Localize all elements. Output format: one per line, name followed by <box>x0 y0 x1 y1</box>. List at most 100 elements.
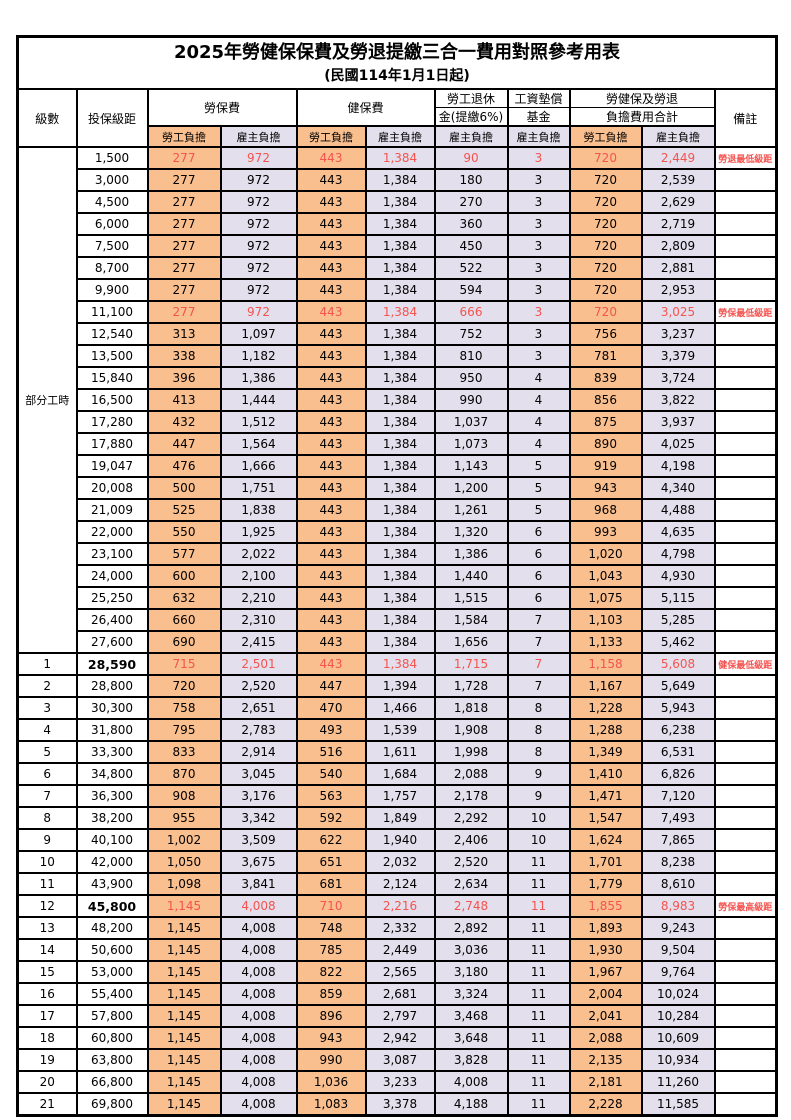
value-cell: 6,531 <box>640 740 716 764</box>
level-cell: 1 <box>16 652 78 676</box>
value-cell: 5 <box>506 498 571 522</box>
note-cell <box>713 410 778 434</box>
value-cell: 1,133 <box>568 630 643 654</box>
note-cell <box>713 960 778 984</box>
bracket-cell: 33,300 <box>75 740 149 764</box>
value-cell: 6,826 <box>640 762 716 786</box>
subheader-labor-employee: 勞工負擔 <box>146 125 222 148</box>
value-cell: 1,384 <box>364 520 436 544</box>
table-row: 27,600 690 2,415 443 1,384 1,656 7 1,133 5,462 <box>18 630 778 654</box>
value-cell: 11 <box>506 1092 571 1117</box>
bracket-cell: 23,100 <box>75 542 149 566</box>
value-cell: 9 <box>506 784 571 808</box>
value-cell: 875 <box>568 410 643 434</box>
note-cell <box>713 190 778 214</box>
value-cell: 9,243 <box>640 916 716 940</box>
table-row: 22,000 550 1,925 443 1,384 1,320 6 993 4,635 <box>18 520 778 544</box>
value-cell: 592 <box>295 806 367 830</box>
note-cell <box>713 278 778 302</box>
table-body: 部分工時 1,500 277 972 443 1,384 90 3 720 2,449 勞退最低級距… <box>16 146 778 1117</box>
value-cell: 1,471 <box>568 784 643 808</box>
value-cell: 720 <box>568 212 643 236</box>
value-cell: 6,238 <box>640 718 716 742</box>
value-cell: 1,384 <box>364 652 436 676</box>
value-cell: 1,145 <box>146 982 222 1006</box>
bracket-cell: 60,800 <box>75 1026 149 1050</box>
value-cell: 313 <box>146 322 222 346</box>
value-cell: 594 <box>433 278 509 302</box>
value-cell: 896 <box>295 1004 367 1028</box>
value-cell: 859 <box>295 982 367 1006</box>
bracket-cell: 57,800 <box>75 1004 149 1028</box>
value-cell: 8,610 <box>640 872 716 896</box>
value-cell: 10,934 <box>640 1048 716 1072</box>
value-cell: 856 <box>568 388 643 412</box>
bracket-cell: 8,700 <box>75 256 149 280</box>
bracket-cell: 26,400 <box>75 608 149 632</box>
value-cell: 1,158 <box>568 652 643 676</box>
value-cell: 666 <box>433 300 509 324</box>
table-row: 17,880 447 1,564 443 1,384 1,073 4 890 4,025 <box>18 432 778 456</box>
value-cell: 3,822 <box>640 388 716 412</box>
value-cell: 443 <box>295 300 367 324</box>
value-cell: 972 <box>219 146 298 170</box>
value-cell: 1,908 <box>433 718 509 742</box>
value-cell: 4,008 <box>219 982 298 1006</box>
value-cell: 758 <box>146 696 222 720</box>
value-cell: 3 <box>506 212 571 236</box>
bracket-cell: 1,500 <box>75 146 149 170</box>
table-row: 17,280 432 1,512 443 1,384 1,037 4 875 3,937 <box>18 410 778 434</box>
note-cell <box>713 850 778 874</box>
value-cell: 651 <box>295 850 367 874</box>
value-cell: 2,004 <box>568 982 643 1006</box>
value-cell: 1,384 <box>364 630 436 654</box>
table-row: 4 31,800 795 2,783 493 1,539 1,908 8 1,288 6,238 <box>16 718 778 742</box>
value-cell: 1,701 <box>568 850 643 874</box>
value-cell: 3 <box>506 168 571 192</box>
value-cell: 943 <box>568 476 643 500</box>
bracket-cell: 28,590 <box>75 652 149 676</box>
col-header-level: 級數 <box>16 88 78 148</box>
level-cell: 13 <box>16 916 78 940</box>
col-header-pension-line1: 勞工退休 <box>433 88 509 108</box>
value-cell: 3,841 <box>219 872 298 896</box>
value-cell: 1,384 <box>364 586 436 610</box>
level-cell: 16 <box>16 982 78 1006</box>
value-cell: 2,135 <box>568 1048 643 1072</box>
value-cell: 1,384 <box>364 542 436 566</box>
fee-reference-table: 2025年勞健保保費及勞退提繳三合一費用對照參考用表 (民國114年1月1日起)… <box>16 35 778 1117</box>
value-cell: 2,041 <box>568 1004 643 1028</box>
value-cell: 1,849 <box>364 806 436 830</box>
value-cell: 1,075 <box>568 586 643 610</box>
value-cell: 447 <box>295 674 367 698</box>
value-cell: 1,384 <box>364 212 436 236</box>
value-cell: 919 <box>568 454 643 478</box>
value-cell: 277 <box>146 300 222 324</box>
value-cell: 1,145 <box>146 938 222 962</box>
col-header-pension-line2: 金(提繳6%) <box>433 107 509 127</box>
value-cell: 493 <box>295 718 367 742</box>
value-cell: 4,008 <box>219 1092 298 1117</box>
value-cell: 972 <box>219 190 298 214</box>
note-cell <box>713 1004 778 1028</box>
level-cell: 4 <box>16 718 78 742</box>
note-cell: 勞退最低級距 <box>713 146 778 170</box>
value-cell: 1,384 <box>364 344 436 368</box>
value-cell: 1,036 <box>295 1070 367 1094</box>
value-cell: 4,008 <box>219 960 298 984</box>
note-cell <box>713 740 778 764</box>
value-cell: 2,809 <box>640 234 716 258</box>
header-row-1: 級數 投保級距 勞保費 健保費 勞工退休 工資墊償 勞健保及勞退 備註 <box>16 88 778 148</box>
value-cell: 11 <box>506 938 571 962</box>
value-cell: 5,285 <box>640 608 716 632</box>
col-header-total-line1: 勞健保及勞退 <box>568 88 716 108</box>
bracket-cell: 48,200 <box>75 916 149 940</box>
level-cell: 12 <box>16 894 78 918</box>
value-cell: 3 <box>506 146 571 170</box>
table-row: 8 38,200 955 3,342 592 1,849 2,292 10 1,547 7,493 <box>16 806 778 830</box>
value-cell: 6 <box>506 520 571 544</box>
value-cell: 1,145 <box>146 894 222 918</box>
bracket-cell: 43,900 <box>75 872 149 896</box>
bracket-cell: 42,000 <box>75 850 149 874</box>
value-cell: 443 <box>295 630 367 654</box>
